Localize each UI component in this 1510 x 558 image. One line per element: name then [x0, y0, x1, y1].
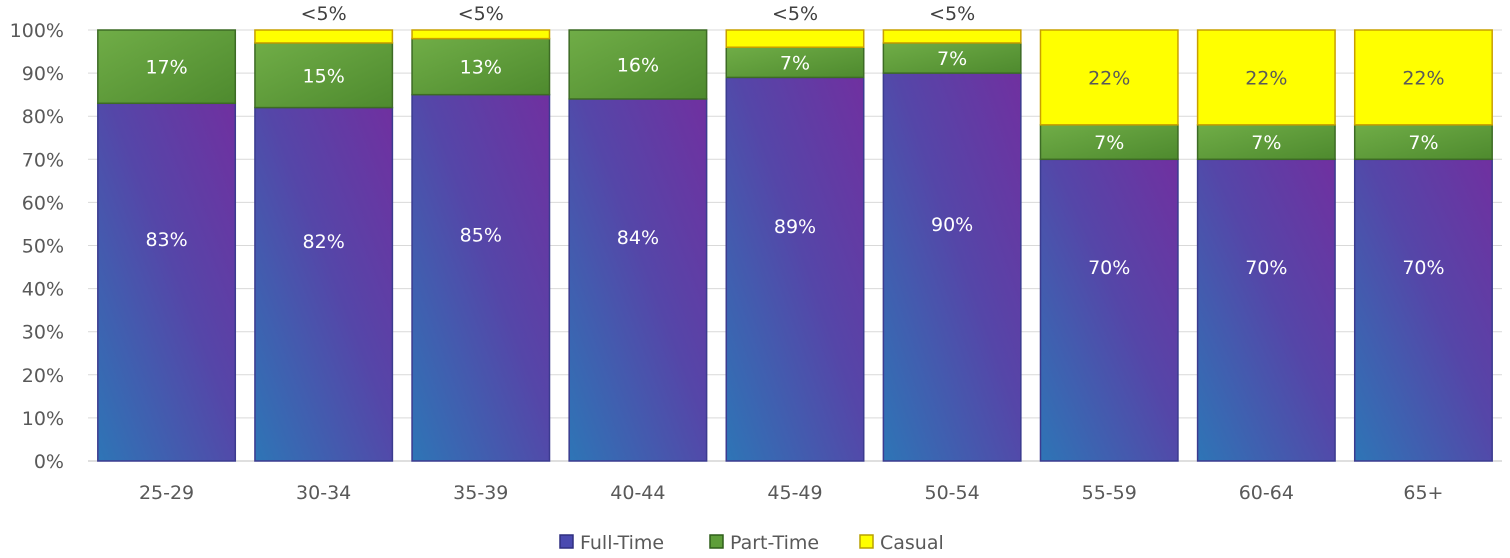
data-label: 7% — [780, 52, 810, 74]
data-label: 15% — [303, 65, 345, 87]
bar-segment-part-time — [725, 46, 865, 79]
data-label: 90% — [931, 214, 973, 236]
data-label: 89% — [774, 216, 816, 238]
y-tick-label: 50% — [22, 236, 64, 258]
data-label: <5% — [772, 3, 818, 25]
y-tick-label: 90% — [22, 63, 64, 85]
y-tick-label: 60% — [22, 192, 64, 214]
y-tick-label: 70% — [22, 149, 64, 171]
bar-segment-full-time — [97, 102, 237, 462]
bar-segment-full-time — [254, 106, 394, 462]
y-tick-label: 10% — [22, 408, 64, 430]
x-tick-label: 45-49 — [767, 482, 822, 504]
bar-segment-full-time — [568, 98, 708, 462]
data-label: 7% — [1251, 132, 1281, 154]
bar-segment-part-time — [254, 42, 394, 109]
data-label: 13% — [460, 57, 502, 79]
bar-segment-part-time — [411, 37, 551, 96]
legend-item: Casual — [859, 532, 944, 554]
data-label: 70% — [1088, 257, 1130, 279]
data-label: <5% — [301, 3, 347, 25]
data-label: 22% — [1088, 67, 1130, 89]
x-tick-label: 65+ — [1403, 482, 1443, 504]
legend: Full-Time Part-Time Casual — [559, 532, 944, 554]
legend-swatch — [709, 534, 724, 549]
bar-segment-part-time — [1039, 124, 1179, 161]
bar-segment-part-time — [97, 29, 237, 105]
data-label: 7% — [1408, 132, 1438, 154]
x-tick-label: 35-39 — [453, 482, 508, 504]
bar-segment-full-time — [1353, 158, 1493, 462]
bar-segment-casual — [411, 29, 551, 40]
data-label: 70% — [1402, 257, 1444, 279]
x-axis: 25-29 30-34 35-39 40-44 45-49 50-54 55-59 60-64… — [139, 482, 1444, 504]
data-label: 7% — [937, 48, 967, 70]
data-label: 84% — [617, 227, 659, 249]
bar-segment-casual — [254, 29, 394, 44]
bar-segment-full-time — [1196, 158, 1336, 462]
y-tick-label: 20% — [22, 365, 64, 387]
bar-segment-casual — [1196, 29, 1336, 126]
bar-segment-part-time — [1353, 124, 1493, 161]
legend-swatch — [859, 534, 874, 549]
legend-label: Full-Time — [580, 532, 664, 554]
data-labels: 83% 17% 82% 15% <5% 85% 13% <5% 84% 16% 89% 7% <5% 90… — [145, 3, 1444, 279]
data-label: <5% — [458, 3, 504, 25]
data-label: 83% — [145, 229, 187, 251]
legend-label: Casual — [880, 532, 944, 554]
y-tick-label: 0% — [34, 451, 64, 473]
bar-segment-casual — [725, 29, 865, 48]
y-tick-label: 80% — [22, 106, 64, 128]
data-label: 16% — [617, 54, 659, 76]
legend-item: Part-Time — [709, 532, 819, 554]
bar-segment-full-time — [725, 76, 865, 462]
legend-item: Full-Time — [559, 532, 664, 554]
y-axis: 0% 10% 20% 30% 40% 50% 60% 70% 80% 90% 100% — [10, 20, 64, 473]
bar-segment-casual — [1353, 29, 1493, 126]
bar-segment-full-time — [411, 93, 551, 462]
data-label: 7% — [1094, 132, 1124, 154]
bar-segment-full-time — [882, 72, 1022, 462]
data-label: 85% — [460, 225, 502, 247]
x-tick-label: 40-44 — [610, 482, 665, 504]
y-tick-label: 100% — [10, 20, 64, 42]
y-tick-label: 30% — [22, 322, 64, 344]
data-label: <5% — [929, 3, 975, 25]
x-tick-label: 50-54 — [925, 482, 980, 504]
data-label: 22% — [1402, 67, 1444, 89]
y-tick-label: 40% — [22, 279, 64, 301]
bar-segment-part-time — [568, 29, 708, 100]
x-tick-label: 25-29 — [139, 482, 194, 504]
x-tick-label: 60-64 — [1239, 482, 1294, 504]
bars — [97, 29, 1493, 462]
legend-swatch — [559, 534, 574, 549]
bar-segment-casual — [882, 29, 1022, 44]
data-label: 70% — [1245, 257, 1287, 279]
legend-label: Part-Time — [730, 532, 819, 554]
x-tick-label: 30-34 — [296, 482, 351, 504]
bar-segment-casual — [1039, 29, 1179, 126]
bar-segment-full-time — [1039, 158, 1179, 462]
data-label: 22% — [1245, 67, 1287, 89]
x-tick-label: 55-59 — [1082, 482, 1137, 504]
data-label: 17% — [145, 57, 187, 79]
data-label: 82% — [303, 231, 345, 253]
